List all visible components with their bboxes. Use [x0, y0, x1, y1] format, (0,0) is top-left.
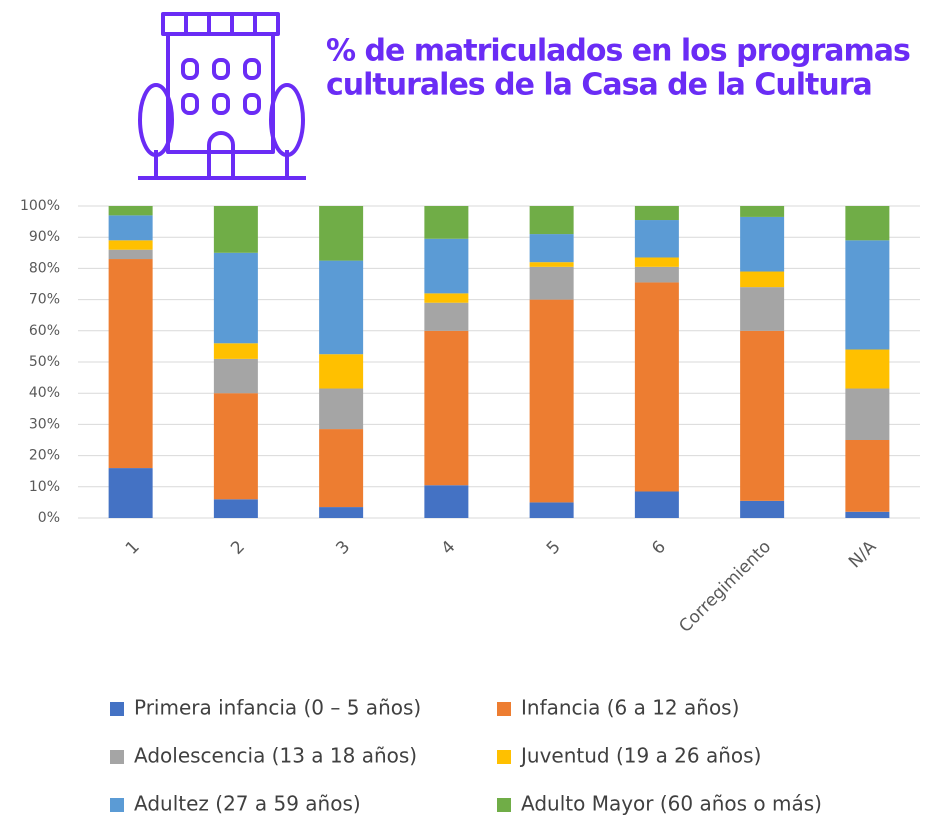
bar-segment: [319, 260, 364, 355]
x-tick-label: 3: [332, 537, 354, 559]
x-tick-label: 4: [438, 537, 460, 559]
bar-segment: [845, 349, 890, 389]
bar-segment: [319, 354, 364, 389]
bar-segment: [108, 259, 153, 469]
y-tick-label: 20%: [29, 448, 60, 464]
bar-segment: [845, 440, 890, 512]
bar-segment: [845, 240, 890, 350]
bar-segment: [529, 299, 574, 503]
bar-segment: [424, 238, 469, 294]
legend-label: Adultez (27 a 59 años): [134, 792, 361, 816]
bar-segment: [213, 343, 258, 359]
y-tick-label: 30%: [29, 416, 60, 432]
legend-swatch: [110, 750, 124, 764]
legend-swatch: [110, 702, 124, 716]
y-tick-label: 0%: [38, 510, 60, 526]
bar-segment: [740, 271, 785, 288]
x-tick-label: Corregimiento: [675, 537, 775, 637]
bar-segment: [529, 262, 574, 267]
bar-segment: [634, 220, 679, 258]
x-tick-label: 6: [648, 537, 670, 559]
legend-label: Adolescencia (13 a 18 años): [134, 744, 417, 768]
x-tick-label: 2: [227, 537, 249, 559]
building-icon: [138, 12, 306, 180]
bar-segment: [319, 429, 364, 508]
bar-segment: [740, 330, 785, 501]
bar-segment: [108, 206, 153, 216]
legend-label: Adulto Mayor (60 años o más): [521, 792, 822, 816]
y-tick-label: 40%: [29, 385, 60, 401]
bar-segment: [529, 206, 574, 235]
bar-segment: [319, 507, 364, 518]
legend-swatch: [497, 702, 511, 716]
bar-segment: [740, 287, 785, 331]
bar-segment: [424, 206, 469, 239]
legend-label: Primera infancia (0 – 5 años): [134, 696, 421, 720]
bar-segment: [634, 282, 679, 492]
bar-segment: [634, 266, 679, 283]
bar-segment: [845, 511, 890, 518]
bar-segment: [424, 302, 469, 331]
legend-swatch: [497, 750, 511, 764]
bar-segment: [845, 388, 890, 440]
x-tick-label: N/A: [845, 537, 881, 573]
bar-segment: [529, 234, 574, 263]
legend-label: Juventud (19 a 26 años): [519, 744, 761, 768]
chart-title: culturales de la Casa de la Cultura: [326, 68, 872, 103]
bar-segment: [319, 388, 364, 430]
bar-segment: [108, 240, 153, 250]
bar-segment: [213, 393, 258, 500]
y-tick-label: 80%: [29, 260, 60, 276]
bar-segment: [213, 499, 258, 518]
bar-segment: [740, 216, 785, 272]
legend-swatch: [497, 798, 511, 812]
y-tick-label: 10%: [29, 479, 60, 495]
legend-label: Infancia (6 a 12 años): [521, 696, 739, 720]
bar-segment: [634, 206, 679, 221]
bar-segment: [213, 206, 258, 253]
bar-segment: [740, 206, 785, 217]
bar-segment: [529, 266, 574, 300]
y-tick-label: 90%: [29, 229, 60, 245]
bar-segment: [845, 206, 890, 241]
bar-segment: [108, 249, 153, 260]
chart-title: % de matriculados en los programas: [326, 34, 910, 69]
bar-segment: [108, 215, 153, 241]
bar-segment: [319, 206, 364, 261]
bar-segment: [529, 502, 574, 518]
bar-segment: [740, 500, 785, 518]
bar-segment: [634, 257, 679, 267]
bar-segment: [424, 330, 469, 486]
bar-segment: [213, 252, 258, 344]
bar-segment: [424, 293, 469, 303]
bar-segment: [108, 468, 153, 518]
x-tick-label: 1: [122, 537, 144, 559]
bar-segment: [424, 485, 469, 518]
y-tick-label: 70%: [29, 292, 60, 308]
bar-segment: [634, 491, 679, 518]
y-tick-label: 50%: [29, 354, 60, 370]
y-tick-label: 60%: [29, 323, 60, 339]
y-tick-label: 100%: [20, 198, 60, 214]
x-tick-label: 5: [543, 537, 565, 559]
legend-swatch: [110, 798, 124, 812]
bar-segment: [213, 358, 258, 394]
